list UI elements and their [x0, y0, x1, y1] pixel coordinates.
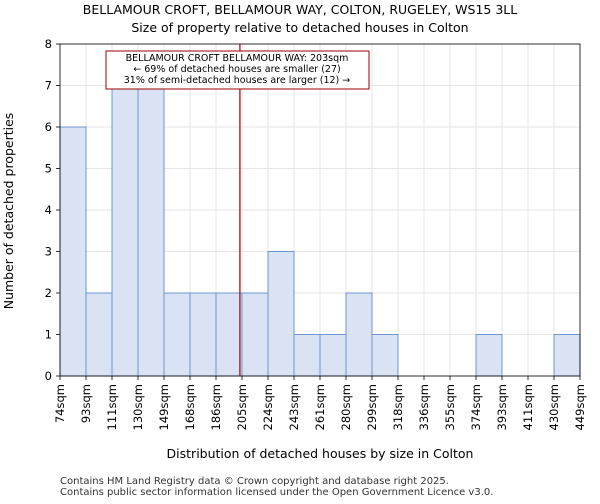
x-tick-label-111sqm: 111sqm: [105, 384, 119, 430]
bar-280sqm: [345, 292, 373, 377]
y-tick-label-0: 0: [45, 369, 52, 383]
plot-frame: [59, 43, 581, 377]
annotation-line-2: ← 69% of detached houses are smaller (27…: [133, 64, 340, 75]
x-tick-label-411sqm: 411sqm: [521, 384, 535, 430]
x-tick-label-149sqm: 149sqm: [157, 384, 171, 430]
y-tick-label-7: 7: [45, 79, 52, 93]
bar-93sqm: [85, 292, 113, 377]
bar-299sqm: [371, 334, 399, 377]
x-tick-label-374sqm: 374sqm: [469, 384, 483, 430]
annotation-line-1: BELLAMOUR CROFT BELLAMOUR WAY: 203sqm: [126, 53, 349, 64]
bar-130sqm: [137, 85, 165, 377]
bar-74sqm: [59, 126, 87, 377]
bar-186sqm: [215, 292, 243, 377]
x-tick-label-130sqm: 130sqm: [131, 384, 145, 430]
x-tick-label-449sqm: 449sqm: [573, 384, 587, 430]
x-tick-label-336sqm: 336sqm: [417, 384, 431, 430]
x-tick-label-243sqm: 243sqm: [287, 384, 301, 430]
footer-line-2: Contains public sector information licen…: [60, 487, 493, 498]
y-tick-label-6: 6: [45, 120, 52, 134]
annotation-box: BELLAMOUR CROFT BELLAMOUR WAY: 203sqm ← …: [105, 50, 370, 90]
footer-line-1: Contains HM Land Registry data © Crown c…: [60, 476, 449, 487]
x-tick-label-280sqm: 280sqm: [339, 384, 353, 430]
x-tick-label-299sqm: 299sqm: [365, 384, 379, 430]
x-tick-label-168sqm: 168sqm: [183, 384, 197, 430]
chart-title-line-1: BELLAMOUR CROFT, BELLAMOUR WAY, COLTON, …: [83, 2, 518, 17]
x-tick-label-205sqm: 205sqm: [235, 384, 249, 430]
y-tick-label-3: 3: [45, 245, 52, 259]
x-axis-label: Distribution of detached houses by size …: [167, 446, 474, 461]
bar-205sqm: [241, 292, 269, 377]
bar-168sqm: [189, 292, 217, 377]
bar-243sqm: [293, 334, 321, 377]
x-tick-label-393sqm: 393sqm: [495, 384, 509, 430]
bar-149sqm: [163, 292, 191, 377]
y-tick-label-4: 4: [45, 203, 52, 217]
bar-374sqm: [475, 334, 503, 377]
chart-title-line-2: Size of property relative to detached ho…: [131, 20, 468, 35]
y-tick-label-5: 5: [45, 162, 52, 176]
y-tick-label-8: 8: [45, 37, 52, 51]
x-tick-label-93sqm: 93sqm: [79, 384, 93, 423]
x-tick-label-224sqm: 224sqm: [261, 384, 275, 430]
x-tick-label-74sqm: 74sqm: [53, 384, 67, 423]
x-axis-ticks: 74sqm 93sqm 111sqm 130sqm 149sqm 168sqm 186sqm…: [53, 376, 587, 430]
x-tick-label-261sqm: 261sqm: [313, 384, 327, 430]
annotation-line-3: 31% of semi-detached houses are larger (…: [124, 75, 351, 86]
annotation-frame: [105, 50, 370, 90]
y-axis-label: Number of detached properties: [1, 113, 16, 310]
x-tick-label-355sqm: 355sqm: [443, 384, 457, 430]
bars: [59, 85, 581, 377]
x-tick-label-186sqm: 186sqm: [209, 384, 223, 430]
bar-111sqm: [111, 85, 139, 377]
y-tick-label-2: 2: [45, 286, 52, 300]
y-tick-label-1: 1: [45, 328, 52, 342]
bar-430sqm: [553, 334, 581, 377]
y-axis-ticks: 0 1 2 3 4 5 6 7 8: [45, 37, 60, 383]
x-tick-label-318sqm: 318sqm: [391, 384, 405, 430]
x-tick-label-430sqm: 430sqm: [547, 384, 561, 430]
bar-224sqm: [267, 251, 295, 377]
bar-261sqm: [319, 334, 347, 377]
